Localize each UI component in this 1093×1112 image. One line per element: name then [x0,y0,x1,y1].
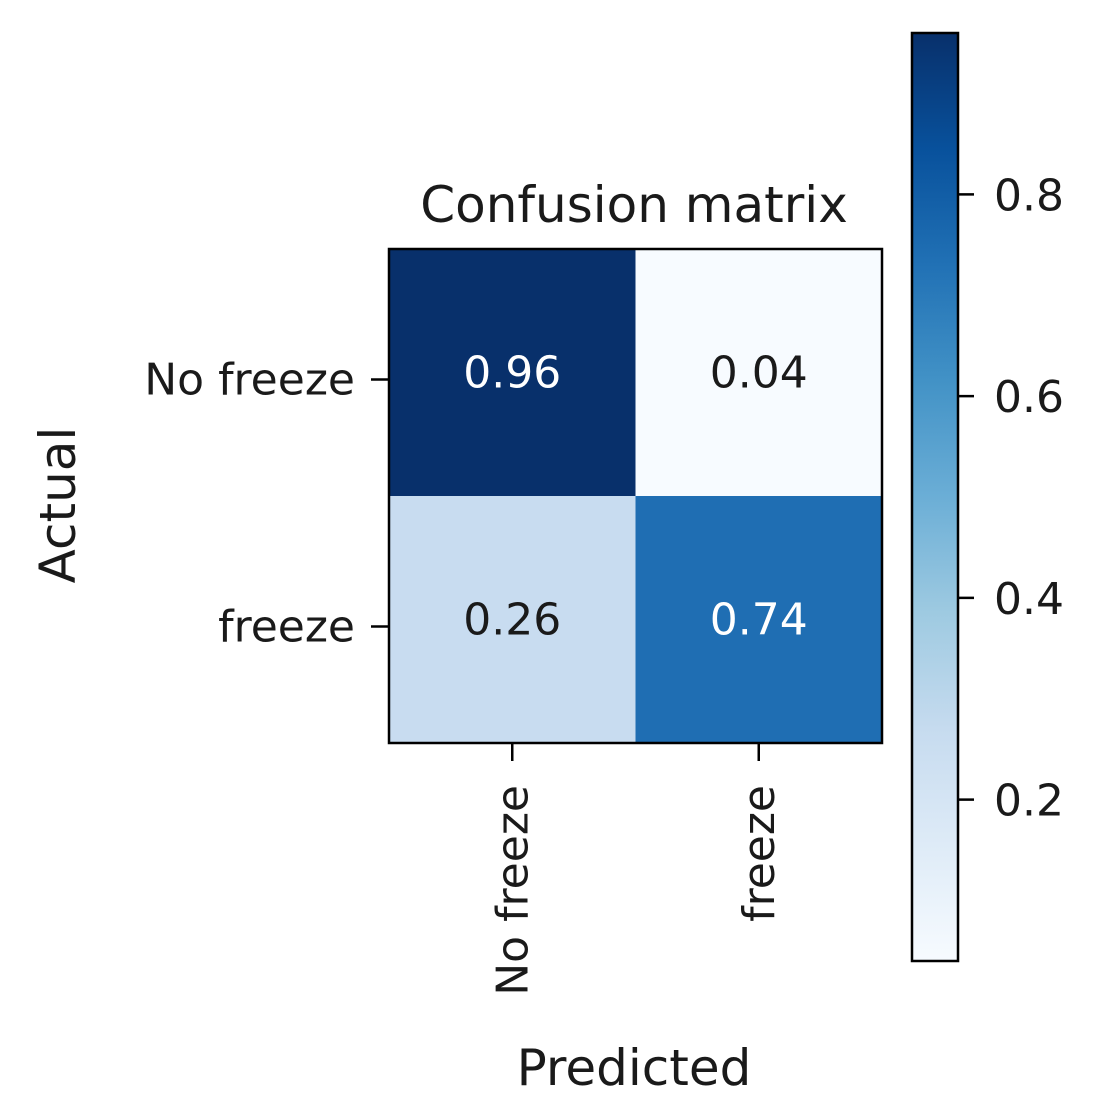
colorbar-tick-label: 0.2 [994,776,1064,827]
y-tick-label: No freeze [144,355,355,406]
heatmap-cells: 0.96 0.04 0.26 0.74 [389,249,882,743]
cell-value-label: 0.96 [463,348,561,399]
cell-value-label: 0.26 [463,595,561,646]
heatmap-frame [387,247,884,745]
x-axis-ticks: No freeze freeze [487,743,785,996]
colorbar-tick-label: 0.8 [994,170,1064,221]
cell-value-label: 0.04 [710,348,808,399]
x-axis-label: Predicted [517,1039,752,1097]
heatmap-cell [635,249,882,496]
y-axis-ticks: No freeze freeze [144,355,389,653]
colorbar-ticks: 0.2 0.4 0.6 0.8 [958,170,1064,827]
heatmap-cell [389,496,636,743]
y-tick-label: freeze [218,602,355,653]
colorbar-tick-label: 0.6 [994,372,1064,423]
chart-title: Confusion matrix [420,176,848,234]
colorbar [910,31,960,963]
x-tick-label: No freeze [487,785,538,996]
cell-value-label: 0.74 [710,595,808,646]
y-axis-label: Actual [29,427,87,584]
x-tick-label: freeze [734,785,785,922]
colorbar-tick-label: 0.4 [994,574,1064,625]
heatmap-cell [635,496,882,743]
heatmap-cell [389,249,636,496]
